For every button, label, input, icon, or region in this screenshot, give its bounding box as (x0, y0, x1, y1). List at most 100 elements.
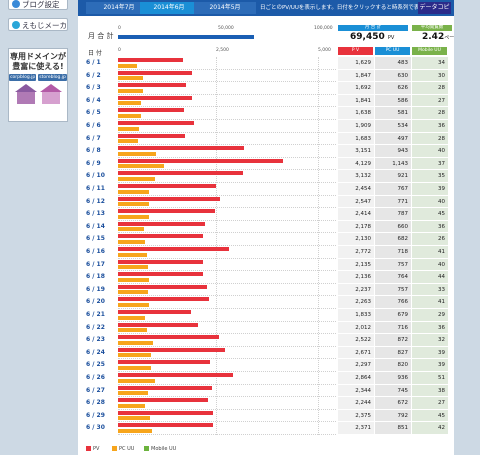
pv-cell: 2,297 (338, 359, 374, 372)
axis-tick-5000: 5,000 (318, 48, 331, 53)
pv-bar (118, 385, 212, 390)
date-link[interactable]: 6 / 22 (86, 323, 105, 331)
legend-pc: PC UU (112, 446, 134, 452)
mobile-uu-cell: 36 (412, 321, 448, 335)
date-link[interactable]: 6 / 3 (86, 84, 101, 92)
mobile-uu-cell: 28 (412, 82, 448, 95)
date-link[interactable]: 6 / 17 (86, 260, 105, 268)
emoji-maker-button[interactable]: えもじメーカー (8, 18, 68, 31)
month-tick-100000: 100,000 (314, 26, 333, 31)
pc-uu-bar (118, 290, 149, 295)
date-link[interactable]: 6 / 19 (86, 285, 105, 293)
pv-bar (118, 272, 204, 277)
date-link[interactable]: 6 / 18 (86, 273, 105, 281)
date-link[interactable]: 6 / 14 (86, 222, 105, 230)
date-link[interactable]: 6 / 30 (86, 424, 105, 432)
ad-domain-1: corpblog.jp (9, 74, 37, 81)
pv-bar (118, 360, 210, 365)
row-divider (118, 181, 336, 183)
cell-divider (338, 144, 448, 146)
domain-ad-banner[interactable]: 専用ドメインが 豊富に使える! corpblog.jp storeblog.jp (8, 48, 68, 122)
pc-uu-cell: 682 (375, 233, 411, 246)
pv-cell: 1,909 (338, 120, 374, 133)
pc-uu-bar (118, 302, 149, 307)
date-link[interactable]: 6 / 4 (86, 96, 101, 104)
pv-bar (118, 234, 204, 239)
date-column-label: 日 付 (88, 50, 102, 57)
tab-2014-05[interactable]: 2014年5月 (194, 2, 256, 14)
pc-uu-bar (118, 176, 155, 181)
blog-settings-label: ブログ設定 (22, 0, 60, 9)
pv-bar (118, 284, 208, 289)
mobile-uu-cell: 27 (412, 397, 448, 410)
table-row: 6 / 12 2,547 771 40 (78, 195, 454, 209)
date-link[interactable]: 6 / 21 (86, 311, 105, 318)
blog-settings-button[interactable]: ブログ設定 (8, 0, 68, 10)
month-total-label: 月 合 計 (88, 32, 114, 40)
date-link[interactable]: 6 / 20 (86, 298, 105, 306)
data-copy-button[interactable]: データコピー (418, 2, 451, 23)
date-link[interactable]: 6 / 26 (86, 374, 105, 381)
pv-cell: 1,629 (338, 57, 374, 70)
cell-divider (338, 93, 448, 95)
date-link[interactable]: 6 / 8 (86, 147, 101, 155)
pv-bar (118, 322, 199, 327)
table-row: 6 / 4 1,841 586 27 (78, 94, 454, 108)
pv-bar (118, 209, 215, 214)
pv-total-unit: PV (387, 35, 395, 41)
row-divider (118, 295, 336, 297)
pv-bar (118, 423, 213, 428)
date-link[interactable]: 6 / 1 (86, 59, 101, 66)
pv-bar (118, 108, 184, 113)
date-link[interactable]: 6 / 25 (86, 361, 105, 369)
date-link[interactable]: 6 / 7 (86, 134, 101, 142)
table-row: 6 / 10 3,132 921 35 (78, 170, 454, 183)
mobile-uu-cell: 38 (412, 384, 448, 398)
date-link[interactable]: 6 / 9 (86, 159, 101, 167)
pv-cell: 2,772 (338, 246, 374, 259)
date-link[interactable]: 6 / 12 (86, 197, 105, 205)
table-row: 6 / 11 2,454 767 39 (78, 183, 454, 196)
date-link[interactable]: 6 / 28 (86, 399, 105, 407)
mobile-uu-cell: 34 (412, 57, 448, 70)
date-link[interactable]: 6 / 13 (86, 210, 105, 218)
cell-divider (338, 282, 448, 284)
pv-cell: 2,130 (338, 233, 374, 246)
pc-uu-bar (118, 126, 140, 131)
date-link[interactable]: 6 / 29 (86, 411, 105, 419)
date-link[interactable]: 6 / 16 (86, 248, 105, 255)
avg-views-header: 平均閲覧数 (412, 25, 452, 31)
mobile-uu-cell: 40 (412, 258, 448, 272)
date-link[interactable]: 6 / 23 (86, 336, 105, 344)
row-divider (118, 333, 336, 335)
row-divider (118, 144, 336, 146)
row-divider (118, 156, 336, 158)
tab-2014-06[interactable]: 2014年6月 (140, 2, 198, 14)
date-link[interactable]: 6 / 27 (86, 386, 105, 394)
date-link[interactable]: 6 / 6 (86, 122, 101, 129)
cell-divider (338, 257, 448, 259)
gridline-2500 (216, 57, 217, 435)
date-link[interactable]: 6 / 10 (86, 172, 105, 180)
sidebar: ブログ設定 えもじメーカー 専用ドメインが 豊富に使える! corpblog.j… (0, 0, 72, 455)
month-tick-50000: 50,000 (218, 26, 234, 31)
date-link[interactable]: 6 / 24 (86, 348, 105, 356)
legend-mobile: Mobile UU (144, 446, 176, 452)
cell-divider (338, 181, 448, 183)
pc-uu-cell: 1,143 (375, 157, 411, 171)
pv-cell: 1,683 (338, 132, 374, 146)
date-link[interactable]: 6 / 5 (86, 109, 101, 117)
pc-uu-cell: 716 (375, 321, 411, 335)
pc-uu-cell: 745 (375, 384, 411, 398)
pv-bar (118, 310, 192, 314)
date-link[interactable]: 6 / 15 (86, 235, 105, 243)
pv-cell: 2,344 (338, 384, 374, 398)
tab-2014-07[interactable]: 2014年7月 (86, 2, 152, 14)
mobile-uu-cell: 41 (412, 246, 448, 259)
pc-uu-cell: 483 (375, 57, 411, 70)
cell-divider (338, 207, 448, 209)
date-link[interactable]: 6 / 2 (86, 71, 101, 79)
cell-divider (338, 370, 448, 372)
pv-cell: 3,132 (338, 170, 374, 183)
date-link[interactable]: 6 / 11 (86, 185, 105, 192)
